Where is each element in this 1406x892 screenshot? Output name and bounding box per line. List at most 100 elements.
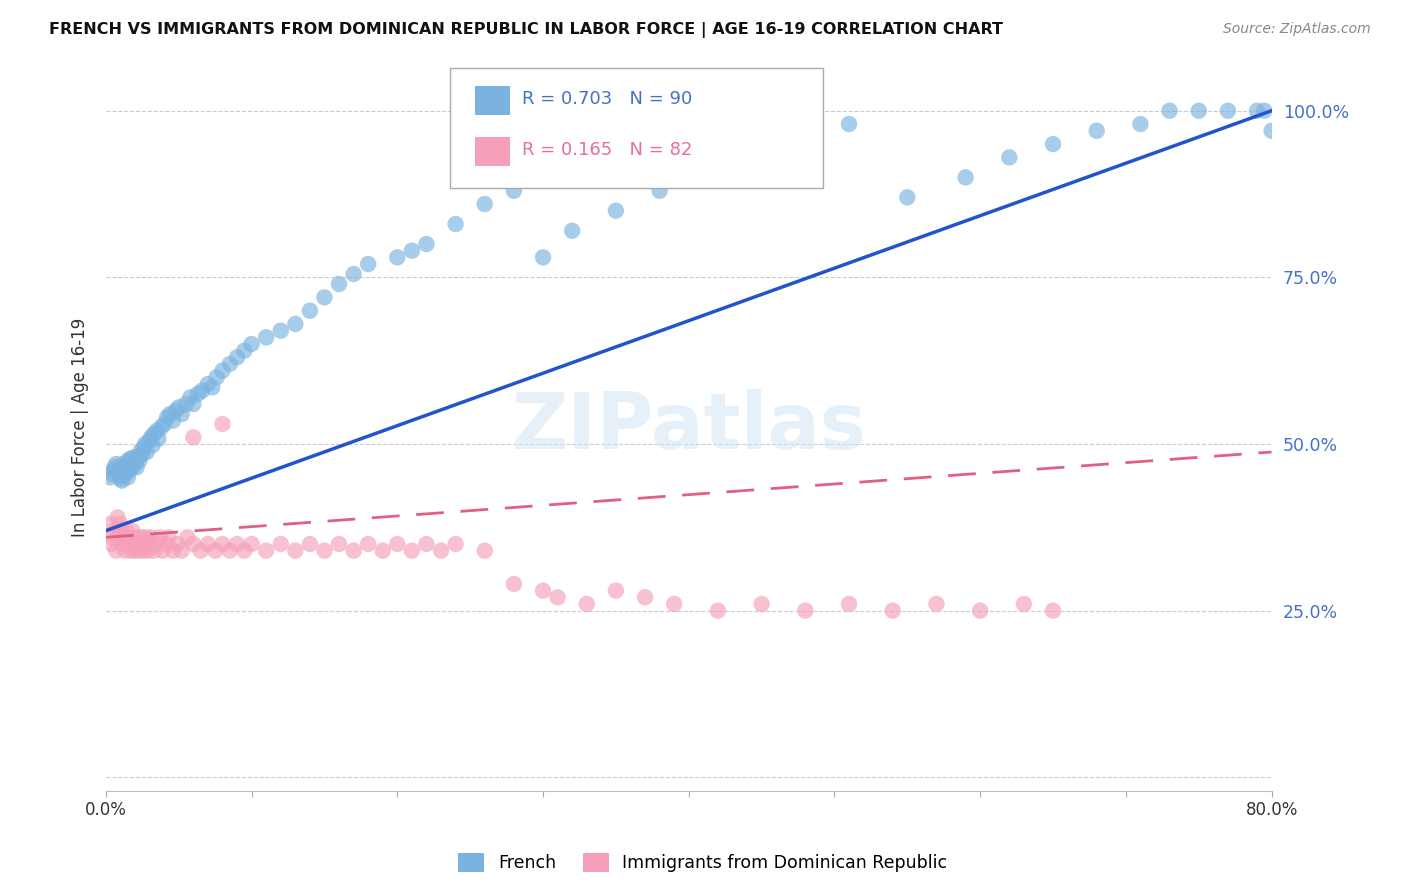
Point: [166, 537, 188, 551]
Point: [284, 317, 307, 331]
Point: [143, 543, 166, 558]
Point: [146, 537, 169, 551]
Point: [170, 543, 193, 558]
Point: [183, 430, 205, 444]
Point: [211, 537, 233, 551]
Point: [135, 537, 157, 551]
Point: [1260, 124, 1282, 138]
Point: [118, 530, 141, 544]
Point: [143, 427, 166, 442]
Point: [226, 537, 249, 551]
Point: [474, 197, 496, 211]
Point: [141, 438, 163, 452]
Point: [111, 537, 134, 551]
Point: [108, 462, 131, 476]
Point: [128, 453, 150, 467]
Point: [328, 537, 350, 551]
Point: [211, 417, 233, 431]
Point: [121, 460, 143, 475]
Point: [882, 604, 904, 618]
Point: [955, 170, 977, 185]
Point: [114, 467, 136, 481]
Point: [547, 591, 569, 605]
Point: [127, 450, 149, 465]
Point: [896, 190, 918, 204]
Point: [211, 364, 233, 378]
Point: [575, 597, 598, 611]
Point: [103, 464, 125, 478]
Point: [100, 537, 122, 551]
Point: [152, 543, 174, 558]
Point: [176, 530, 198, 544]
Point: [167, 401, 190, 415]
Point: [371, 543, 394, 558]
Point: [134, 530, 156, 544]
Point: [1042, 604, 1064, 618]
Point: [343, 267, 366, 281]
Point: [240, 337, 263, 351]
Point: [605, 203, 627, 218]
Point: [125, 530, 148, 544]
FancyBboxPatch shape: [475, 136, 510, 166]
Point: [1085, 124, 1108, 138]
Point: [925, 597, 948, 611]
Point: [105, 457, 128, 471]
Point: [174, 397, 197, 411]
Point: [162, 543, 184, 558]
Point: [104, 460, 127, 475]
Point: [444, 537, 467, 551]
Point: [146, 424, 169, 438]
Point: [132, 543, 155, 558]
Point: [110, 468, 132, 483]
Point: [183, 397, 205, 411]
Point: [111, 464, 134, 478]
Point: [183, 537, 205, 551]
Point: [707, 604, 730, 618]
Point: [838, 597, 860, 611]
Point: [170, 407, 193, 421]
Text: Source: ZipAtlas.com: Source: ZipAtlas.com: [1223, 22, 1371, 37]
Point: [114, 543, 136, 558]
Point: [233, 543, 256, 558]
Point: [124, 543, 146, 558]
Point: [204, 543, 226, 558]
Point: [115, 524, 138, 538]
Point: [191, 384, 214, 398]
Point: [401, 543, 423, 558]
Point: [103, 530, 125, 544]
Point: [117, 453, 139, 467]
FancyBboxPatch shape: [475, 86, 510, 115]
Point: [120, 451, 142, 466]
Point: [430, 543, 453, 558]
Point: [155, 537, 177, 551]
Point: [111, 474, 134, 488]
Point: [254, 330, 277, 344]
Point: [531, 251, 554, 265]
Point: [124, 457, 146, 471]
Point: [969, 604, 991, 618]
Point: [121, 524, 143, 538]
Point: [129, 530, 152, 544]
Point: [503, 184, 526, 198]
Point: [104, 524, 127, 538]
Point: [240, 537, 263, 551]
Point: [139, 530, 162, 544]
Point: [343, 543, 366, 558]
Point: [157, 530, 180, 544]
Point: [605, 583, 627, 598]
Point: [197, 376, 219, 391]
Point: [998, 150, 1021, 164]
Point: [179, 390, 201, 404]
Point: [122, 537, 145, 551]
Point: [131, 447, 153, 461]
Point: [118, 464, 141, 478]
Point: [401, 244, 423, 258]
Point: [218, 357, 240, 371]
Point: [531, 583, 554, 598]
Text: R = 0.703   N = 90: R = 0.703 N = 90: [522, 90, 692, 108]
Point: [190, 543, 212, 558]
Point: [254, 543, 277, 558]
Point: [153, 417, 176, 431]
Point: [1253, 103, 1275, 118]
Point: [112, 457, 135, 471]
